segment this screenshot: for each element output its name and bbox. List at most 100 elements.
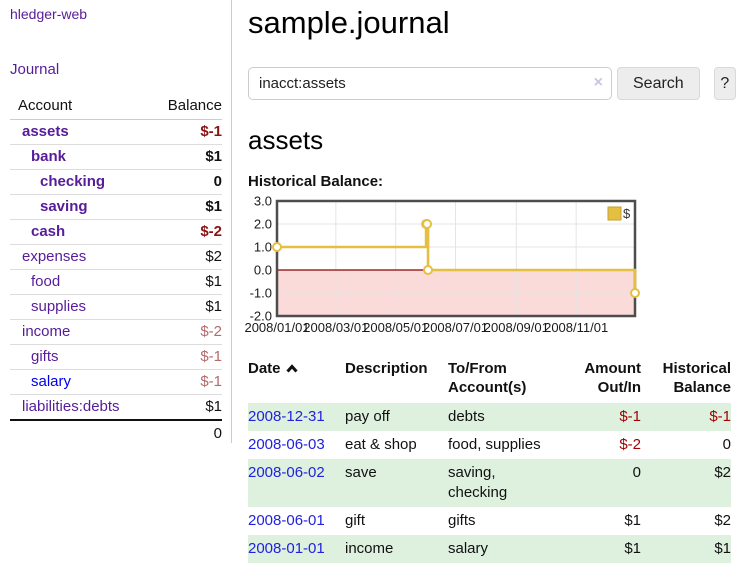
main-content: sample.journal × Search ? assets Histori… bbox=[244, 0, 736, 563]
account-row: bank $1 bbox=[10, 144, 222, 170]
transaction-date-link[interactable]: 2008-12-31 bbox=[248, 408, 325, 425]
account-row: cash $-2 bbox=[10, 219, 222, 245]
transaction-amount: $-2 bbox=[619, 436, 641, 453]
account-balance: $-2 bbox=[151, 219, 222, 245]
account-row: liabilities:debts $1 bbox=[10, 394, 222, 421]
y-axis-tick-label: 1.0 bbox=[254, 240, 272, 255]
clear-search-icon[interactable]: × bbox=[593, 74, 603, 91]
x-axis-tick-label: 2008/03/01 bbox=[303, 320, 368, 335]
account-balance: $1 bbox=[151, 294, 222, 320]
register-header-description: Description bbox=[345, 360, 428, 377]
y-axis-tick-label: 3.0 bbox=[254, 194, 272, 209]
register-row: 2008-06-03 eat & shop food, supplies $-2 0 bbox=[248, 431, 731, 459]
account-balance: $-1 bbox=[151, 344, 222, 370]
sort-ascending-icon bbox=[285, 360, 299, 379]
historical-balance-chart: $3.0 2.0 1.0 0.0 -1.0 -2.02008/01/012008/03/0… bbox=[244, 194, 640, 335]
transaction-description: eat & shop bbox=[345, 436, 417, 453]
account-row: salary $-1 bbox=[10, 369, 222, 395]
account-balance: $-1 bbox=[151, 369, 222, 395]
account-balance: 0 bbox=[151, 169, 222, 195]
transaction-description: income bbox=[345, 540, 394, 557]
register-header-accounts: To/From Account(s) bbox=[448, 360, 527, 396]
account-balance: $1 bbox=[151, 394, 222, 421]
account-link[interactable]: gifts bbox=[31, 348, 59, 365]
transaction-accounts: saving, checking bbox=[448, 464, 508, 501]
x-axis-tick-label: 2008/01/01 bbox=[244, 320, 309, 335]
y-axis-tick-label: 2.0 bbox=[254, 217, 272, 232]
transaction-balance: $-1 bbox=[709, 408, 731, 425]
account-heading: assets bbox=[248, 125, 324, 155]
accounts-total-row: 0 bbox=[10, 419, 222, 446]
account-link[interactable]: supplies bbox=[31, 298, 87, 315]
transaction-date-link[interactable]: 2008-06-01 bbox=[248, 512, 325, 529]
x-axis-tick-label: 2008/05/01 bbox=[363, 320, 428, 335]
account-balance: $1 bbox=[151, 269, 222, 295]
search-input[interactable] bbox=[248, 67, 612, 100]
account-balance: $-2 bbox=[151, 319, 222, 345]
account-link[interactable]: checking bbox=[40, 173, 106, 190]
transaction-description: pay off bbox=[345, 408, 390, 425]
account-row: income $-2 bbox=[10, 319, 222, 345]
accounts-table-body: assets $-1 bank $1 checking 0 saving $1 cash $-2 e… bbox=[10, 119, 222, 421]
transaction-date-link[interactable]: 2008-06-02 bbox=[248, 464, 325, 481]
transaction-description: gift bbox=[345, 512, 366, 529]
app-brand-link[interactable]: hledger-web bbox=[10, 6, 88, 22]
account-link[interactable]: bank bbox=[31, 148, 67, 165]
account-link[interactable]: saving bbox=[40, 198, 88, 215]
transaction-amount: $-1 bbox=[619, 408, 641, 425]
account-row: assets $-1 bbox=[10, 119, 222, 145]
account-link[interactable]: liabilities:debts bbox=[22, 398, 120, 415]
register-row: 2008-12-31 pay off debts $-1 $-1 bbox=[248, 403, 731, 431]
transaction-date-link[interactable]: 2008-01-01 bbox=[248, 540, 325, 557]
transaction-balance: $2 bbox=[714, 512, 731, 529]
sidebar: hledger-web Journal Account Balance asse… bbox=[0, 0, 232, 446]
account-balance: $-1 bbox=[151, 119, 222, 145]
register-row: 2008-01-01 income salary $1 $1 bbox=[248, 535, 731, 563]
account-link[interactable]: expenses bbox=[22, 248, 87, 265]
account-link[interactable]: salary bbox=[31, 373, 72, 390]
account-link[interactable]: income bbox=[22, 323, 71, 340]
register-row: 2008-06-01 gift gifts $1 $2 bbox=[248, 507, 731, 535]
search-form: × Search ? bbox=[248, 67, 736, 100]
account-link[interactable]: cash bbox=[31, 223, 66, 240]
x-axis-tick-label: 2008/09/01 bbox=[484, 320, 549, 335]
search-button[interactable]: Search bbox=[617, 67, 700, 100]
account-link[interactable]: food bbox=[31, 273, 61, 290]
register-header-row: Date Description To/From Account(s) Amou… bbox=[248, 359, 731, 403]
y-axis-tick-label: 0.0 bbox=[254, 263, 272, 278]
transaction-amount: $1 bbox=[624, 512, 641, 529]
register-header-amount: Amount Out/In bbox=[584, 360, 641, 396]
help-button[interactable]: ? bbox=[713, 67, 736, 100]
account-balance: $2 bbox=[151, 244, 222, 270]
chart-title: Historical Balance: bbox=[248, 173, 384, 190]
account-row: saving $1 bbox=[10, 194, 222, 220]
accounts-header-balance: Balance bbox=[151, 93, 222, 120]
register-table-body: 2008-12-31 pay off debts $-1 $-1 2008-06-03 ea… bbox=[248, 403, 731, 563]
register-table: Date Description To/From Account(s) Amou… bbox=[248, 359, 731, 563]
transaction-balance: 0 bbox=[722, 436, 731, 453]
account-balance: $1 bbox=[151, 194, 222, 220]
transaction-description: save bbox=[345, 464, 377, 481]
sidebar-item-journal[interactable]: Journal bbox=[10, 61, 60, 78]
account-row: checking 0 bbox=[10, 169, 222, 195]
transaction-amount: 0 bbox=[632, 464, 641, 481]
transaction-date-link[interactable]: 2008-06-03 bbox=[248, 436, 325, 453]
account-balance: $1 bbox=[151, 144, 222, 170]
transaction-accounts: debts bbox=[448, 408, 485, 425]
account-row: supplies $1 bbox=[10, 294, 222, 320]
transaction-balance: $1 bbox=[714, 540, 731, 557]
account-link[interactable]: assets bbox=[22, 123, 69, 140]
accounts-header-account: Account bbox=[10, 93, 152, 120]
y-axis-tick-label: -1.0 bbox=[250, 286, 272, 301]
page-title: sample.journal bbox=[248, 5, 450, 40]
transaction-balance: $2 bbox=[714, 464, 731, 481]
accounts-table: Account Balance assets $-1 bank $1 checking 0… bbox=[10, 93, 222, 446]
account-row: expenses $2 bbox=[10, 244, 222, 270]
transaction-accounts: food, supplies bbox=[448, 436, 541, 453]
x-axis-tick-label: 2008/07/01 bbox=[423, 320, 488, 335]
account-row: food $1 bbox=[10, 269, 222, 295]
y-axis-tick-label: -2.0 bbox=[250, 309, 272, 324]
transaction-accounts: gifts bbox=[448, 512, 476, 529]
register-header-date[interactable]: Date bbox=[248, 359, 345, 403]
transaction-accounts: salary bbox=[448, 540, 489, 557]
